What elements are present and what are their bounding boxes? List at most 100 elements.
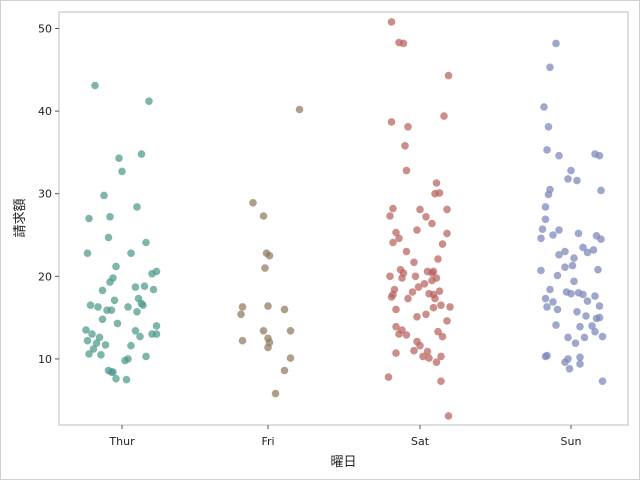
data-point bbox=[580, 333, 589, 342]
data-point bbox=[443, 229, 451, 238]
data-point bbox=[82, 326, 90, 334]
data-point bbox=[97, 351, 105, 359]
data-point bbox=[121, 356, 129, 365]
data-point bbox=[133, 203, 141, 211]
data-point bbox=[122, 375, 131, 384]
data-point bbox=[137, 150, 146, 158]
data-point bbox=[437, 377, 445, 386]
data-point bbox=[85, 350, 93, 358]
data-point bbox=[437, 301, 445, 310]
data-point bbox=[92, 339, 101, 348]
y-tick-label: 40 bbox=[38, 105, 52, 118]
data-point bbox=[419, 352, 427, 361]
data-point bbox=[411, 272, 420, 281]
data-point bbox=[420, 280, 429, 288]
plot-area bbox=[58, 11, 629, 426]
data-point bbox=[271, 389, 280, 398]
data-point bbox=[414, 283, 423, 291]
x-tick-label: Sat bbox=[411, 435, 430, 448]
data-point bbox=[88, 330, 96, 338]
data-point bbox=[428, 269, 436, 277]
data-point bbox=[398, 274, 406, 282]
data-point bbox=[595, 302, 604, 310]
data-point bbox=[261, 264, 269, 272]
data-point bbox=[104, 233, 113, 242]
data-point bbox=[589, 246, 598, 254]
data-point bbox=[555, 151, 563, 160]
data-point bbox=[541, 294, 550, 303]
data-point bbox=[540, 103, 548, 111]
data-point bbox=[259, 327, 268, 335]
data-point bbox=[438, 240, 447, 248]
data-point bbox=[124, 303, 132, 311]
data-point bbox=[555, 251, 563, 259]
data-point bbox=[541, 203, 550, 211]
data-point bbox=[438, 332, 447, 341]
data-point bbox=[573, 176, 581, 185]
data-point bbox=[422, 213, 430, 221]
data-point bbox=[265, 251, 274, 260]
y-tick-label: 10 bbox=[38, 353, 52, 366]
data-point bbox=[574, 229, 583, 238]
data-point bbox=[98, 315, 107, 324]
data-point bbox=[594, 265, 602, 274]
data-point bbox=[401, 142, 409, 150]
data-point bbox=[145, 97, 153, 105]
data-point bbox=[564, 175, 572, 183]
data-point bbox=[582, 312, 590, 320]
data-point bbox=[546, 285, 554, 294]
data-point bbox=[387, 18, 396, 26]
data-point bbox=[107, 368, 116, 376]
data-point bbox=[237, 310, 245, 319]
data-point bbox=[402, 331, 411, 339]
data-point bbox=[553, 271, 562, 280]
data-point bbox=[537, 234, 545, 243]
data-point bbox=[137, 299, 146, 308]
data-point bbox=[423, 347, 432, 356]
data-point bbox=[413, 226, 421, 234]
data-point bbox=[127, 249, 135, 257]
data-point bbox=[386, 212, 394, 220]
data-point bbox=[597, 186, 605, 195]
data-point bbox=[564, 333, 572, 342]
x-tick-label: Thur bbox=[108, 435, 135, 448]
data-point bbox=[443, 317, 451, 325]
data-point bbox=[561, 358, 569, 367]
data-point bbox=[392, 228, 400, 237]
data-point bbox=[413, 313, 421, 321]
data-point bbox=[127, 341, 135, 350]
series-fri bbox=[237, 105, 304, 398]
data-point bbox=[544, 123, 553, 131]
data-point bbox=[598, 377, 607, 386]
data-point bbox=[395, 330, 403, 338]
data-point bbox=[94, 303, 102, 311]
series-thur bbox=[82, 81, 161, 384]
data-point bbox=[549, 231, 557, 239]
data-point bbox=[149, 285, 158, 294]
data-point bbox=[431, 294, 439, 303]
data-point bbox=[552, 321, 560, 329]
data-point bbox=[416, 341, 424, 350]
data-point bbox=[410, 346, 418, 355]
data-point bbox=[389, 204, 397, 213]
data-point bbox=[595, 151, 604, 160]
data-point bbox=[110, 296, 119, 305]
data-point bbox=[295, 105, 304, 114]
data-point bbox=[444, 412, 453, 420]
data-point bbox=[570, 254, 578, 262]
data-point bbox=[387, 118, 396, 126]
data-point bbox=[98, 286, 107, 295]
data-point bbox=[83, 249, 92, 257]
data-point bbox=[434, 255, 442, 263]
data-point bbox=[286, 354, 295, 362]
data-point bbox=[86, 301, 95, 310]
data-point bbox=[148, 270, 156, 278]
data-point bbox=[588, 322, 596, 330]
data-point bbox=[91, 81, 99, 90]
data-point bbox=[432, 358, 441, 367]
y-tick-label: 30 bbox=[38, 188, 52, 201]
data-point bbox=[112, 374, 120, 383]
data-point bbox=[416, 205, 424, 214]
data-point bbox=[387, 293, 396, 301]
